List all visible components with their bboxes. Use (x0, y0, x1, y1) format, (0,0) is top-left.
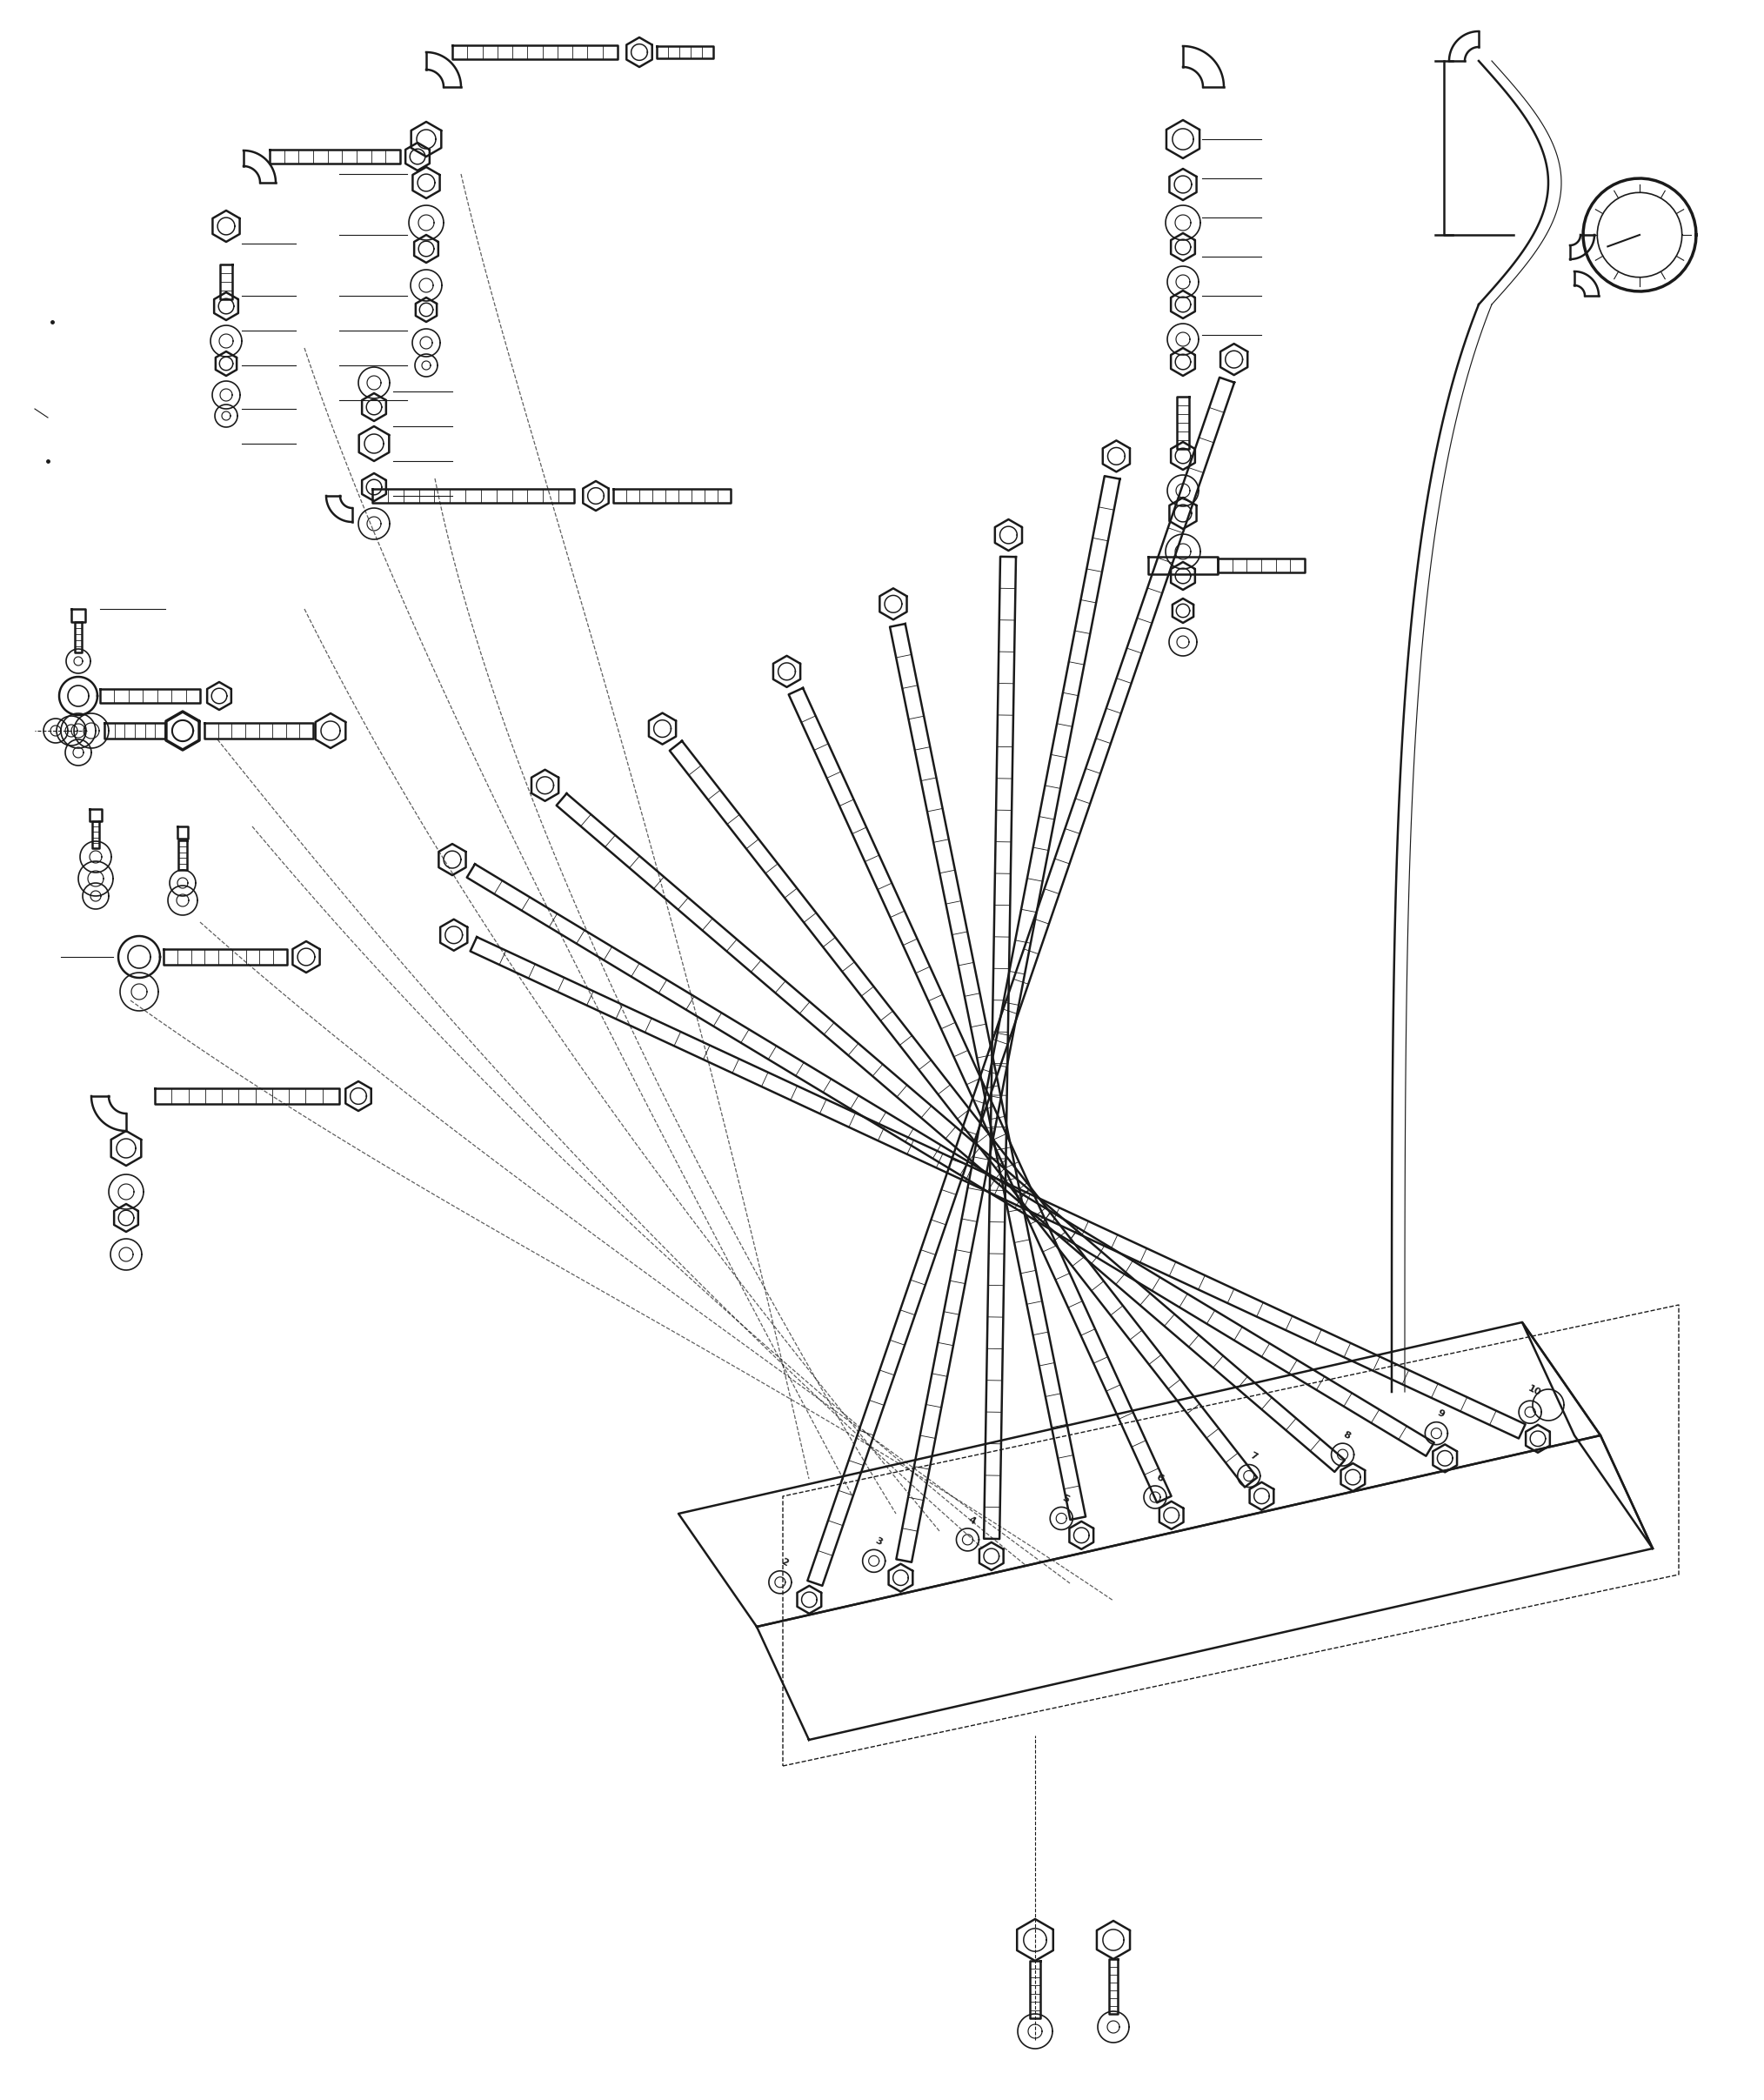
Text: 8: 8 (1342, 1430, 1351, 1441)
Text: 3: 3 (873, 1537, 884, 1548)
Text: 10: 10 (1526, 1384, 1542, 1399)
Text: 6: 6 (1154, 1472, 1164, 1483)
Text: 9: 9 (1436, 1409, 1446, 1420)
Text: 5: 5 (1060, 1493, 1071, 1504)
Text: 7: 7 (1249, 1451, 1258, 1462)
Text: 4: 4 (967, 1514, 977, 1527)
Text: 2: 2 (780, 1558, 790, 1569)
